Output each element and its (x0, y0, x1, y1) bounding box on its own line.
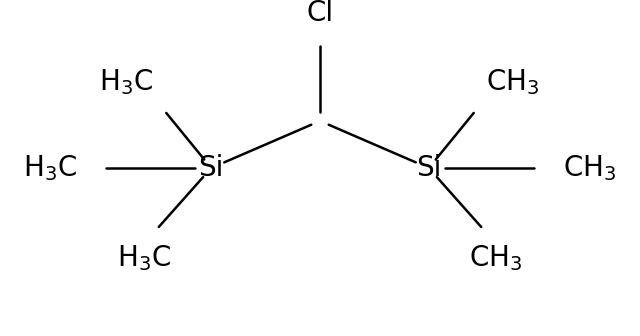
Text: H$_3$C: H$_3$C (99, 68, 154, 97)
Text: Si: Si (416, 154, 442, 182)
Text: CH$_3$: CH$_3$ (469, 244, 523, 274)
Text: CH$_3$: CH$_3$ (486, 68, 540, 97)
Text: H$_3$C: H$_3$C (117, 244, 171, 274)
Text: Si: Si (198, 154, 224, 182)
Text: Cl: Cl (307, 0, 333, 27)
Text: CH$_3$: CH$_3$ (563, 153, 616, 183)
Text: H$_3$C: H$_3$C (22, 153, 77, 183)
